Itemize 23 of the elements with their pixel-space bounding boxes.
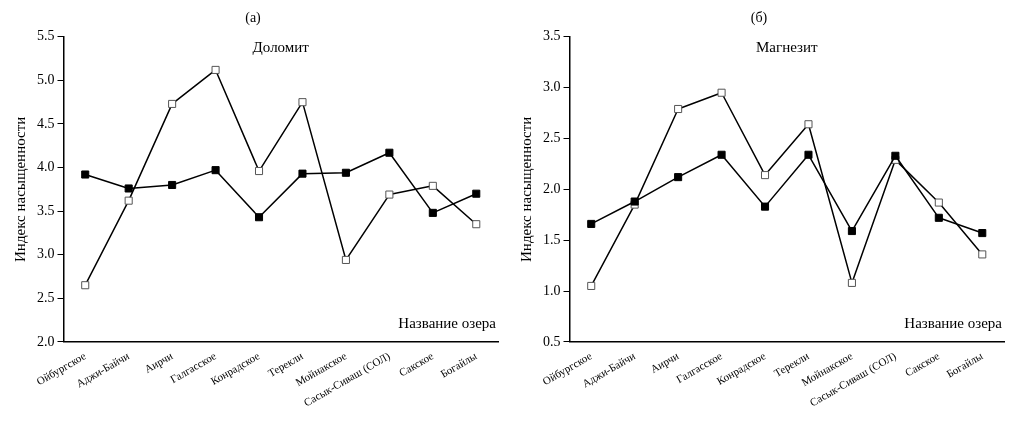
chart-subtitle: Доломит [252,39,310,56]
y-tick-label: 2.5 [37,289,55,305]
chart-title: (б) [750,10,768,27]
y-tick-label: 4.0 [37,159,55,175]
y-axis-title: Индекс насыщенности [517,116,534,262]
y-tick-label: 2.0 [543,181,561,197]
y-tick-label: 3.5 [37,202,55,218]
y-tick-label: 2.0 [37,333,55,349]
y-tick-label: 2.5 [543,130,561,146]
y-tick-label: 3.5 [543,28,561,44]
y-tick-label: 5.5 [37,28,55,44]
y-tick-label: 3.0 [543,79,561,95]
x-axis-title: Название озера [904,315,1003,332]
y-axis-title: Индекс насыщенности [11,116,28,262]
y-tick-label: 3.0 [37,246,55,262]
chart-subtitle: Магнезит [755,39,818,56]
x-axis-title: Название озера [398,315,497,332]
y-tick-label: 5.0 [37,72,55,88]
y-tick-label: 1.0 [543,282,561,298]
chart-title: (a) [245,10,262,27]
y-tick-label: 1.5 [543,231,561,247]
y-tick-label: 0.5 [543,333,561,349]
y-tick-label: 4.5 [37,115,55,131]
